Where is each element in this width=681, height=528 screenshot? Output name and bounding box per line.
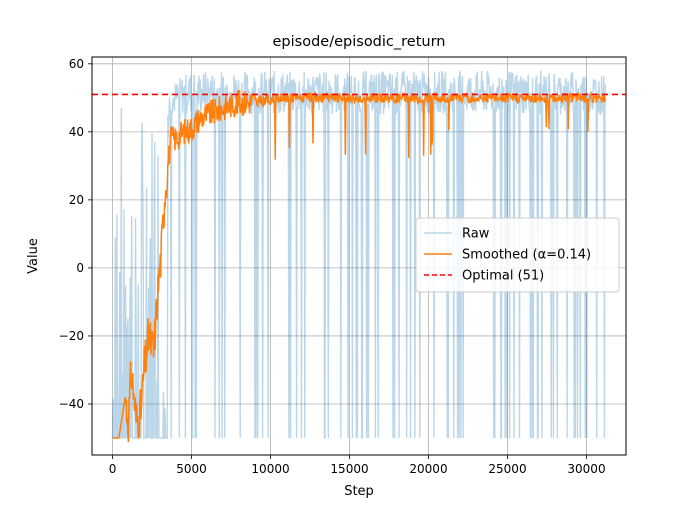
x-axis: 0 5000 10000 15000 20000 25000 30000 bbox=[109, 455, 606, 476]
y-tick-label: −20 bbox=[59, 329, 84, 343]
series-raw-line bbox=[111, 70, 607, 439]
legend-box bbox=[415, 217, 620, 293]
x-axis-label: Step bbox=[344, 484, 374, 499]
y-axis-label: Value bbox=[26, 238, 41, 274]
x-tick-label: 30000 bbox=[567, 462, 605, 476]
y-tick-label: 0 bbox=[76, 261, 84, 275]
plot-area bbox=[92, 70, 626, 443]
legend: Raw Smoothed (α=0.14) Optimal (51) bbox=[415, 217, 620, 293]
x-tick-label: 20000 bbox=[409, 462, 447, 476]
chart-title: episode/episodic_return bbox=[273, 34, 446, 50]
x-tick-label: 0 bbox=[109, 462, 117, 476]
x-tick-label: 15000 bbox=[330, 462, 368, 476]
x-tick-label: 5000 bbox=[176, 462, 207, 476]
series-smoothed-line bbox=[112, 89, 607, 443]
y-axis: −40 −20 0 20 40 60 bbox=[59, 57, 92, 411]
y-tick-label: −40 bbox=[59, 397, 84, 411]
y-tick-label: 20 bbox=[69, 193, 84, 207]
legend-smoothed-label: Smoothed (α=0.14) bbox=[462, 248, 591, 263]
legend-raw-label: Raw bbox=[462, 227, 490, 242]
y-tick-label: 60 bbox=[69, 57, 84, 71]
x-tick-label: 10000 bbox=[251, 462, 289, 476]
x-tick-label: 25000 bbox=[488, 462, 526, 476]
plot-frame bbox=[91, 56, 627, 456]
y-tick-label: 40 bbox=[69, 125, 84, 139]
legend-optimal-label: Optimal (51) bbox=[462, 269, 544, 284]
